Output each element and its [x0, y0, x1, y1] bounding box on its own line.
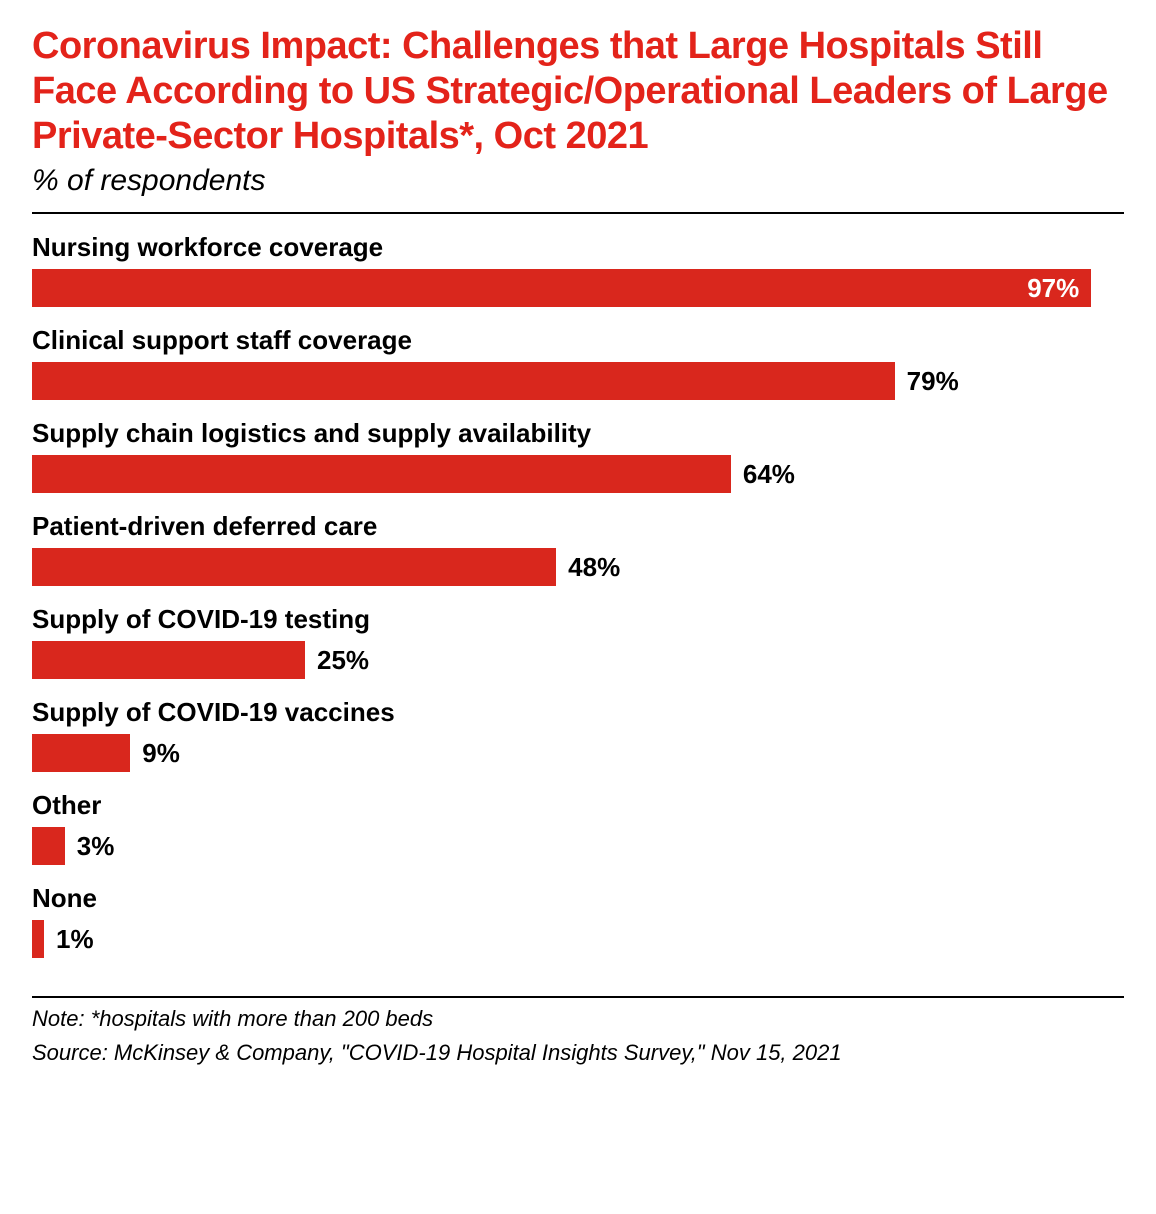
bar-value: 1%: [56, 924, 94, 955]
bar-value: 64%: [743, 459, 795, 490]
bar-value: 97%: [1027, 273, 1079, 304]
bar-label: Supply of COVID-19 vaccines: [32, 697, 1124, 728]
bar: [32, 641, 305, 679]
bar-row: 48%: [32, 548, 1124, 586]
bar-row: 79%: [32, 362, 1124, 400]
chart-note: Note: *hospitals with more than 200 beds: [32, 1006, 1124, 1032]
bar-group: Supply of COVID-19 testing 25%: [32, 604, 1124, 679]
bar: [32, 455, 731, 493]
bar-group: Nursing workforce coverage 97%: [32, 232, 1124, 307]
bar-row: 1%: [32, 920, 1124, 958]
bar-row: 64%: [32, 455, 1124, 493]
bar-group: Other 3%: [32, 790, 1124, 865]
bar: 97%: [32, 269, 1091, 307]
bottom-rule: [32, 996, 1124, 998]
bar-label: Nursing workforce coverage: [32, 232, 1124, 263]
bar-row: 9%: [32, 734, 1124, 772]
bar-chart: Nursing workforce coverage 97% Clinical su…: [32, 214, 1124, 996]
bar-group: None 1%: [32, 883, 1124, 958]
bar: [32, 362, 895, 400]
chart-title: Coronavirus Impact: Challenges that Larg…: [32, 24, 1124, 158]
bar-value: 48%: [568, 552, 620, 583]
bar-row: 3%: [32, 827, 1124, 865]
bar-label: Supply of COVID-19 testing: [32, 604, 1124, 635]
bar-group: Clinical support staff coverage 79%: [32, 325, 1124, 400]
bar-label: Supply chain logistics and supply availa…: [32, 418, 1124, 449]
bar: [32, 548, 556, 586]
bar-group: Patient-driven deferred care 48%: [32, 511, 1124, 586]
bar-value: 9%: [142, 738, 180, 769]
bar-label: Patient-driven deferred care: [32, 511, 1124, 542]
bar: [32, 734, 130, 772]
bar-group: Supply chain logistics and supply availa…: [32, 418, 1124, 493]
bar-label: Clinical support staff coverage: [32, 325, 1124, 356]
bar: [32, 920, 44, 958]
chart-subtitle: % of respondents: [32, 164, 1124, 198]
bar-value: 79%: [907, 366, 959, 397]
bar-row: 97%: [32, 269, 1124, 307]
bar: [32, 827, 65, 865]
bar-row: 25%: [32, 641, 1124, 679]
bar-label: Other: [32, 790, 1124, 821]
bar-value: 25%: [317, 645, 369, 676]
bar-label: None: [32, 883, 1124, 914]
bar-group: Supply of COVID-19 vaccines 9%: [32, 697, 1124, 772]
bar-value: 3%: [77, 831, 115, 862]
chart-source: Source: McKinsey & Company, "COVID-19 Ho…: [32, 1040, 1124, 1066]
